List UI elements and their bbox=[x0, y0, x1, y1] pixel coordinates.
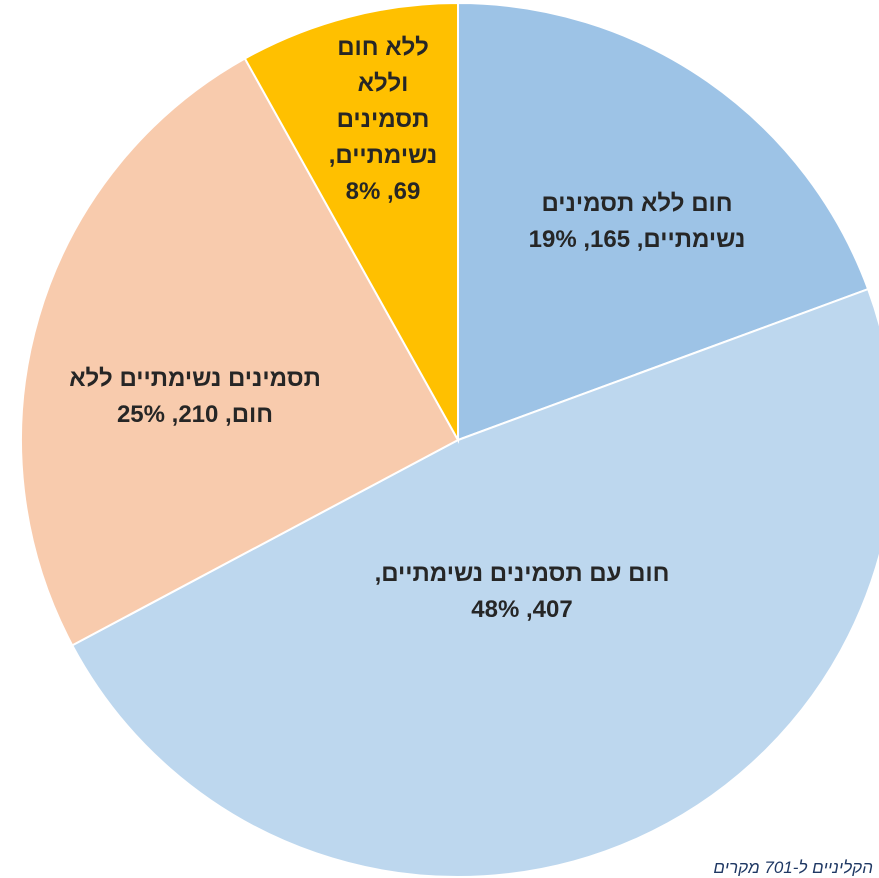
category-label: ללא חום וללא תסמינים נשימתיים, bbox=[328, 34, 438, 169]
data-label: חום ללא תסמינים נשימתיים, 165, 19% bbox=[502, 186, 772, 258]
pie-slice bbox=[457, 1, 870, 442]
pie-slice bbox=[243, 1, 459, 444]
footnote: הקליניים ל-701 מקרים bbox=[713, 858, 873, 877]
value-label: 407, 48% bbox=[471, 596, 573, 623]
value-label: 210, 25% bbox=[116, 401, 219, 428]
value-label: 165, 19% bbox=[528, 226, 631, 253]
pie-slice bbox=[70, 287, 879, 878]
category-label: חום עם תסמינים נשימתיים, bbox=[374, 560, 670, 587]
data-label: ללא חום וללא תסמינים נשימתיים, 69, 8% bbox=[318, 30, 448, 210]
pie-slice bbox=[20, 57, 460, 647]
category-label: חום ללא תסמינים נשימתיים, bbox=[541, 190, 746, 253]
category-label: תסמינים נשימתיים ללא חום, bbox=[69, 365, 321, 428]
data-label: תסמינים נשימתיים ללא חום, 210, 25% bbox=[60, 361, 330, 433]
value-label: 69, 8% bbox=[345, 178, 421, 205]
data-label: חום עם תסמינים נשימתיים, 407, 48% bbox=[372, 556, 672, 628]
